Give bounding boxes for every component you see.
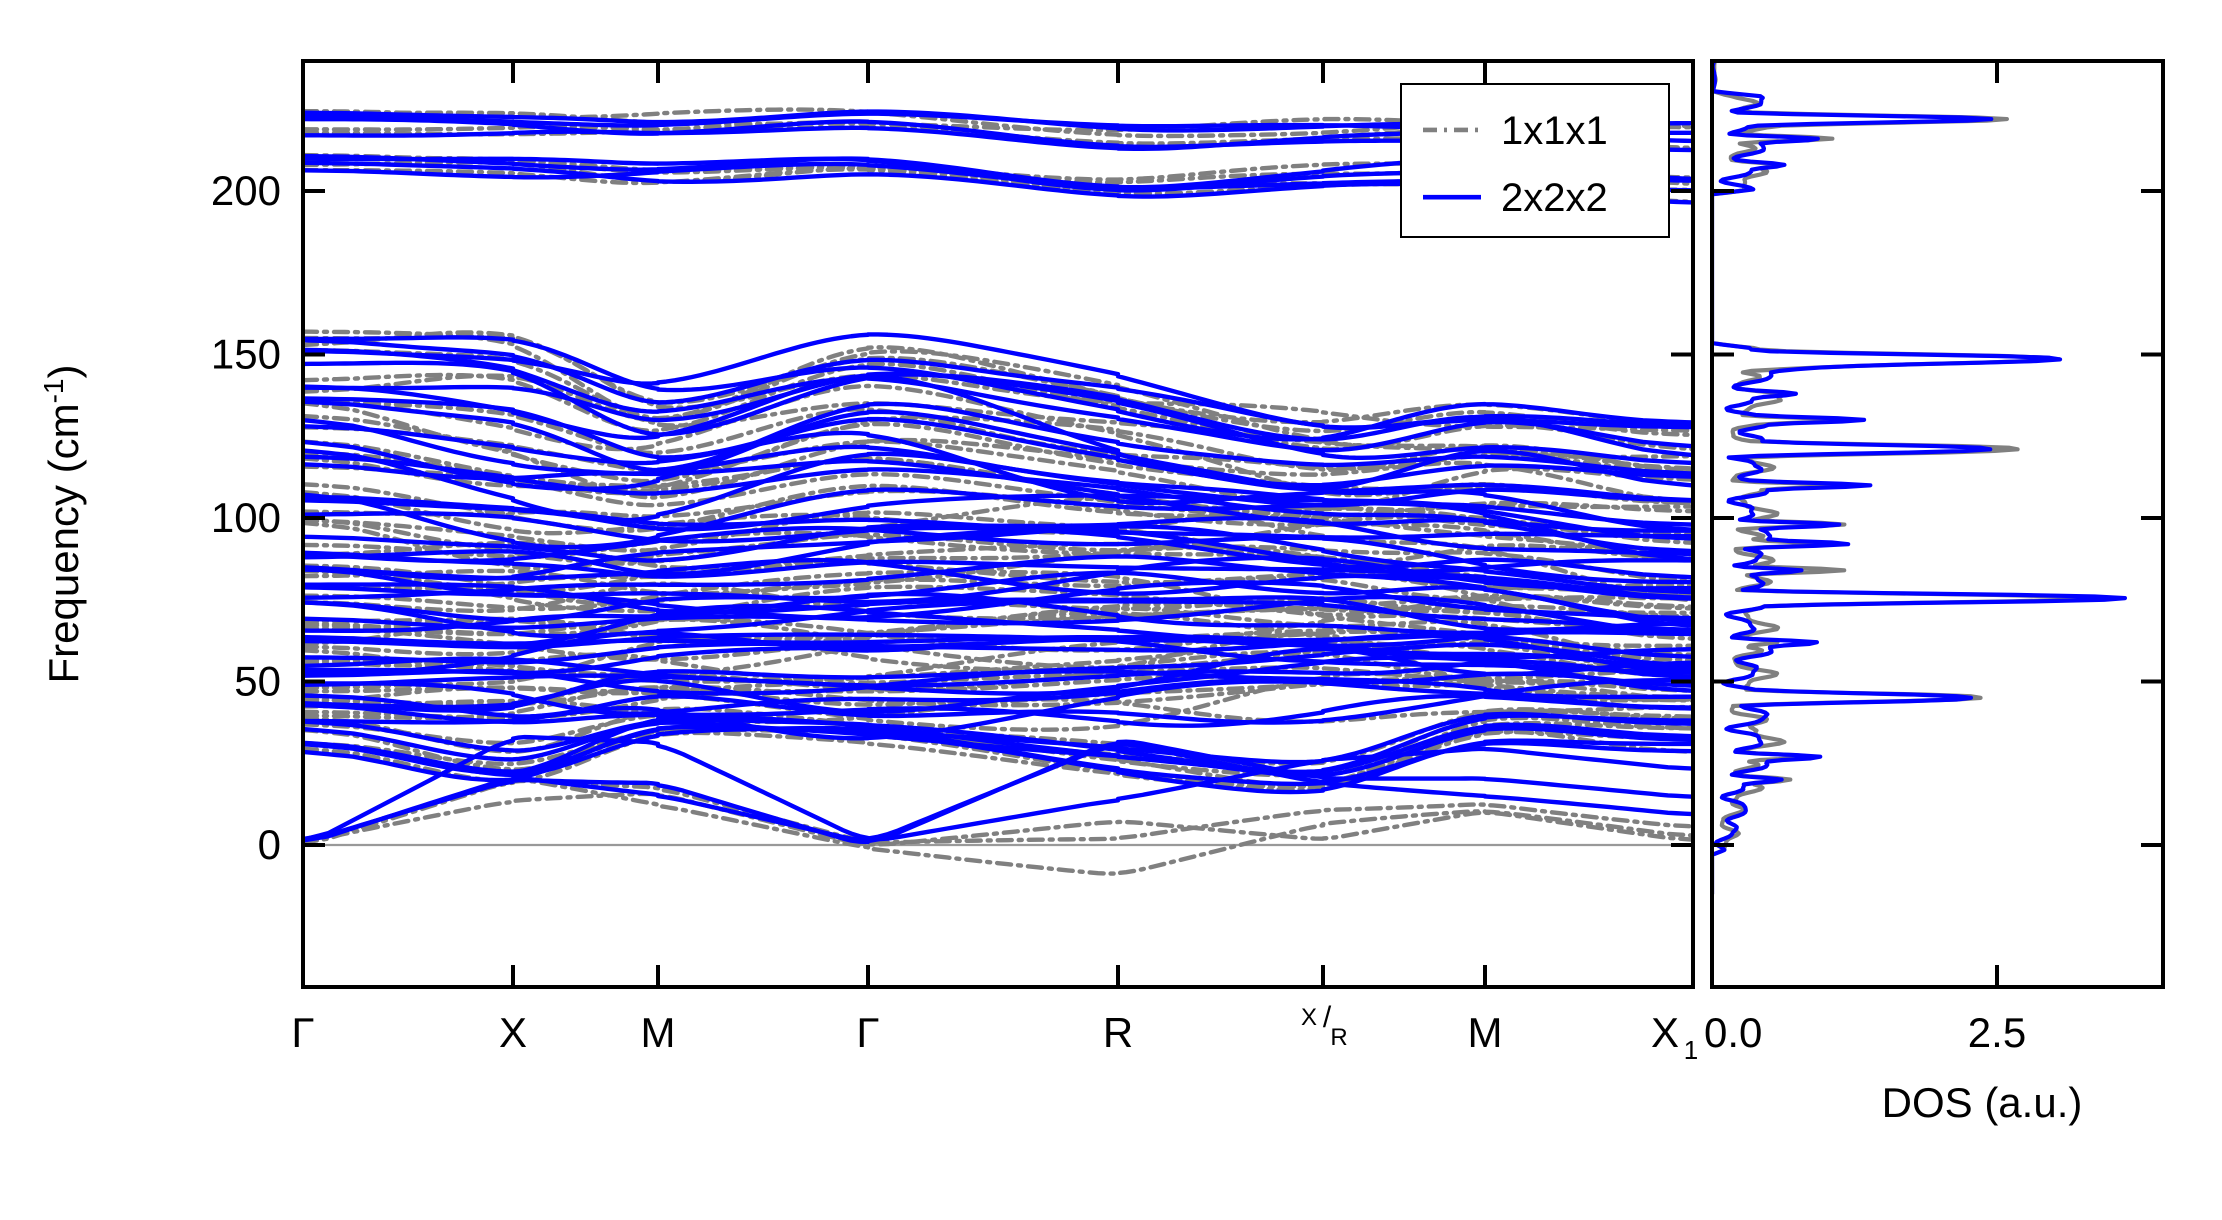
- svg-text:1: 1: [1684, 1035, 1698, 1065]
- svg-text:200: 200: [211, 167, 281, 214]
- svg-text:X: X: [1301, 1004, 1317, 1031]
- svg-text:M: M: [641, 1009, 676, 1056]
- svg-text:2x2x2: 2x2x2: [1501, 176, 1608, 220]
- svg-text:2.5: 2.5: [1968, 1009, 2026, 1056]
- svg-text:DOS (a.u.): DOS (a.u.): [1882, 1079, 2083, 1126]
- svg-text:50: 50: [234, 658, 281, 705]
- svg-text:Γ: Γ: [856, 1009, 879, 1056]
- svg-text:X: X: [499, 1009, 527, 1056]
- svg-text:1x1x1: 1x1x1: [1501, 109, 1608, 153]
- svg-text:X: X: [1651, 1009, 1679, 1056]
- svg-text:100: 100: [211, 494, 281, 541]
- svg-text:R: R: [1330, 1024, 1347, 1051]
- svg-text:0: 0: [258, 821, 281, 868]
- svg-text:0.0: 0.0: [1704, 1009, 1762, 1056]
- svg-text:R: R: [1103, 1009, 1133, 1056]
- svg-text:150: 150: [211, 331, 281, 378]
- svg-text:Frequency (cm-1): Frequency (cm-1): [38, 365, 88, 684]
- svg-text:Γ: Γ: [291, 1009, 314, 1056]
- svg-text:M: M: [1468, 1009, 1503, 1056]
